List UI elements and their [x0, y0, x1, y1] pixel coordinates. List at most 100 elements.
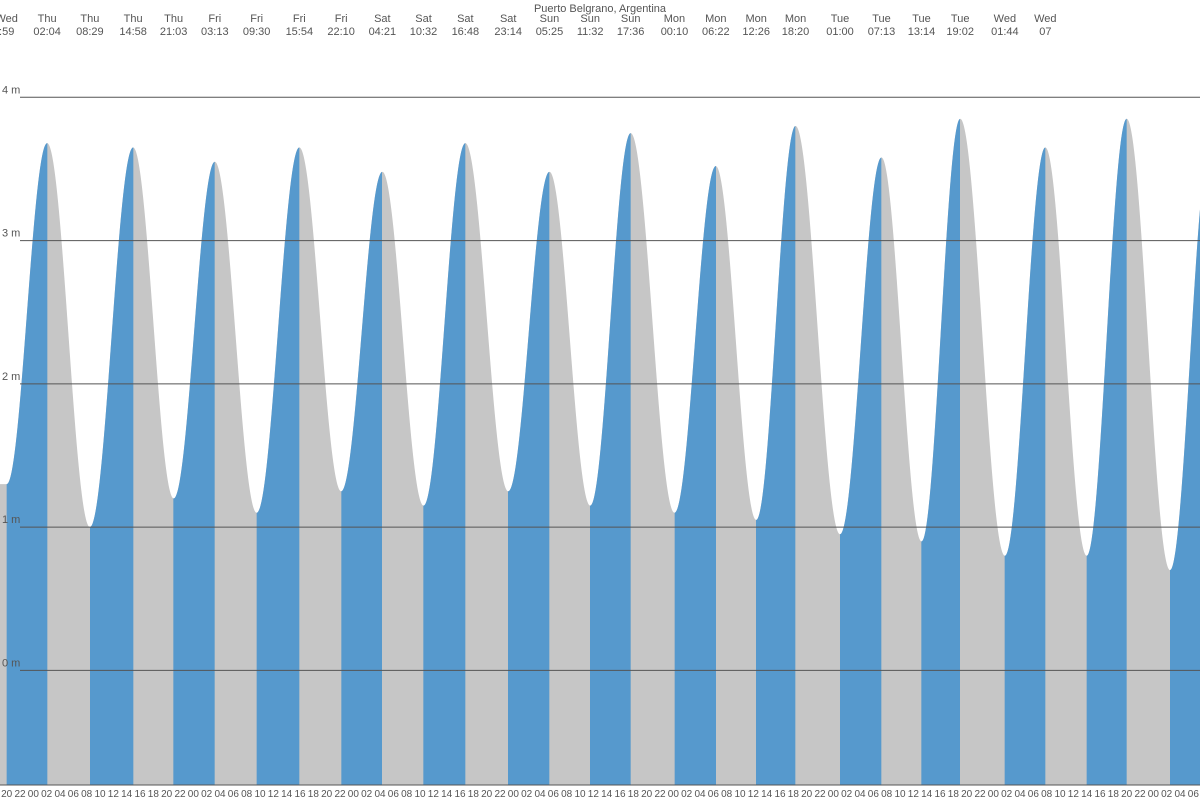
x-hour-label: 20	[641, 789, 653, 800]
top-day-label: Sun	[621, 13, 641, 25]
y-tick-label: 1 m	[2, 514, 20, 526]
x-hour-label: 14	[441, 789, 453, 800]
top-day-label: Sun	[580, 13, 600, 25]
top-time-label: 11:32	[577, 26, 604, 38]
x-hour-label: 10	[894, 789, 906, 800]
x-hour-label: 12	[1068, 789, 1080, 800]
x-hour-label: 10	[1054, 789, 1066, 800]
x-hour-label: 18	[948, 789, 960, 800]
x-hour-label: 18	[628, 789, 640, 800]
top-day-label: Thu	[124, 13, 143, 25]
top-day-label: Mon	[745, 13, 766, 25]
y-tick-label: 4 m	[2, 84, 20, 96]
top-time-label: 07:13	[868, 26, 896, 38]
x-hour-label: 02	[1001, 789, 1013, 800]
x-hour-label: 22	[494, 789, 506, 800]
x-hour-label: 20	[961, 789, 973, 800]
top-time-label: 04:21	[369, 26, 397, 38]
x-hour-label: 22	[14, 789, 26, 800]
top-time-label: 07	[1039, 26, 1051, 38]
top-time-label: 22:10	[327, 26, 355, 38]
x-hour-label: 16	[134, 789, 146, 800]
x-hour-label: 00	[668, 789, 680, 800]
tide-area-rising	[1087, 119, 1127, 785]
x-hour-label: 02	[681, 789, 693, 800]
top-day-label: Wed	[1034, 13, 1056, 25]
x-hour-label: 04	[374, 789, 386, 800]
tide-area-rising	[1005, 147, 1046, 785]
x-hour-label: 10	[574, 789, 586, 800]
top-time-label: 09:30	[243, 26, 271, 38]
x-hour-label: 04	[1174, 789, 1186, 800]
x-hour-label: 20	[801, 789, 813, 800]
x-hour-label: 16	[1094, 789, 1106, 800]
x-hour-label: 02	[1161, 789, 1173, 800]
x-hour-label: 18	[468, 789, 480, 800]
tide-area-rising	[341, 172, 382, 785]
top-time-label: 14:58	[119, 26, 147, 38]
x-hour-label: 10	[414, 789, 426, 800]
x-hour-label: 22	[974, 789, 986, 800]
x-hour-label: 18	[788, 789, 800, 800]
x-hour-label: 06	[1028, 789, 1040, 800]
x-hour-label: 08	[401, 789, 413, 800]
x-hour-label: 22	[814, 789, 826, 800]
y-tick-label: 2 m	[2, 371, 20, 383]
tide-chart: Puerto Belgrano, Argentina Wed:59Thu02:0…	[0, 0, 1200, 800]
x-hour-label: 16	[454, 789, 466, 800]
x-hour-label: 06	[548, 789, 560, 800]
top-day-label: Tue	[872, 13, 891, 25]
x-hour-label: 22	[334, 789, 346, 800]
top-time-label: 17:36	[617, 26, 645, 38]
x-hour-label: 12	[908, 789, 920, 800]
x-hour-label: 20	[321, 789, 333, 800]
x-hour-label: 22	[1134, 789, 1146, 800]
x-hour-label: 14	[1081, 789, 1093, 800]
tide-area-series	[0, 119, 1200, 785]
x-hour-label: 16	[614, 789, 626, 800]
top-time-labels: Wed:59Thu02:04Thu08:29Thu14:58Thu21:03Fr…	[0, 13, 1057, 38]
top-time-label: 08:29	[76, 26, 104, 38]
top-time-label: 10:32	[410, 26, 438, 38]
top-day-label: Fri	[335, 13, 348, 25]
top-time-label: 21:03	[160, 26, 188, 38]
x-hour-label: 12	[268, 789, 280, 800]
x-hour-label: 02	[201, 789, 213, 800]
x-hour-label: 08	[561, 789, 573, 800]
x-hour-label: 08	[721, 789, 733, 800]
x-hour-label: 10	[254, 789, 266, 800]
x-hour-label: 20	[161, 789, 173, 800]
top-day-label: Tue	[831, 13, 850, 25]
x-hour-label: 14	[601, 789, 613, 800]
tide-area-rising	[590, 133, 631, 785]
tide-area-rising	[675, 166, 716, 785]
x-hour-label: 06	[868, 789, 880, 800]
x-hour-label: 04	[214, 789, 226, 800]
tide-area-rising	[423, 143, 465, 785]
x-hour-label: 02	[41, 789, 53, 800]
x-hour-label: 06	[708, 789, 720, 800]
top-time-label: 05:25	[536, 26, 564, 38]
x-hour-label: 12	[748, 789, 760, 800]
top-day-label: Sat	[415, 13, 432, 25]
tide-area-rising	[840, 157, 881, 785]
x-hour-label: 08	[241, 789, 253, 800]
top-time-label: 12:26	[742, 26, 770, 38]
x-hour-label: 14	[281, 789, 293, 800]
top-day-label: Tue	[912, 13, 931, 25]
x-hour-label: 14	[121, 789, 133, 800]
top-day-label: Fri	[250, 13, 263, 25]
top-day-label: Fri	[208, 13, 221, 25]
top-day-label: Wed	[0, 13, 18, 25]
x-hour-label: 12	[108, 789, 120, 800]
top-time-label: 18:20	[782, 26, 810, 38]
tide-area-rising	[756, 126, 795, 785]
x-hour-label: 16	[934, 789, 946, 800]
top-day-label: Fri	[293, 13, 306, 25]
x-hour-label: 02	[361, 789, 373, 800]
x-hour-labels: 2022000204060810121416182022000204060810…	[1, 789, 1199, 800]
x-hour-label: 00	[828, 789, 840, 800]
x-hour-label: 18	[148, 789, 160, 800]
x-hour-label: 08	[1041, 789, 1053, 800]
tide-area-rising	[173, 162, 214, 785]
